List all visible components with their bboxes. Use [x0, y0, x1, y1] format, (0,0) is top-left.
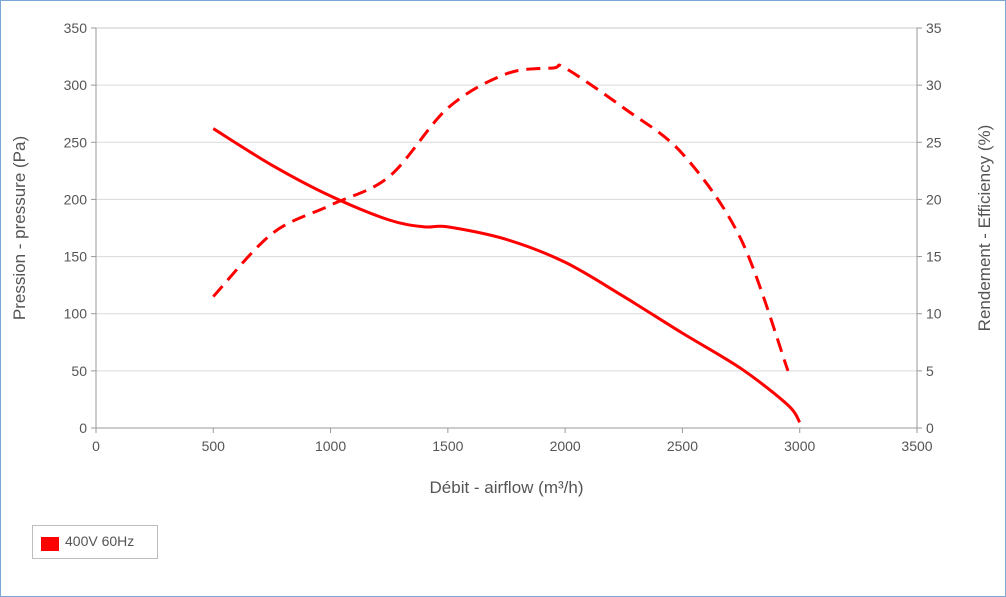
y-left-tick-label: 350	[64, 20, 88, 36]
y-left-tick-label: 250	[64, 134, 88, 150]
y-left-axis-title: Pression - pressure (Pa)	[10, 136, 29, 320]
x-tick-label: 3500	[901, 438, 932, 454]
legend[interactable]: 400V 60Hz	[32, 525, 158, 559]
y-left-tick-label: 50	[71, 363, 87, 379]
pressure-series-line	[212, 127, 802, 424]
efficiency-series-line	[212, 63, 790, 372]
y-right-tick-label: 5	[926, 363, 934, 379]
legend-swatch	[41, 537, 59, 551]
x-tick-label: 2000	[550, 438, 581, 454]
x-tick-label: 0	[92, 438, 100, 454]
x-tick-label: 2500	[667, 438, 698, 454]
y-right-tick-label: 35	[926, 20, 942, 36]
x-tick-label: 3000	[784, 438, 815, 454]
x-axis-title: Débit - airflow (m³/h)	[430, 478, 584, 497]
y-left-tick-label: 0	[79, 420, 87, 436]
y-left-tick-label: 300	[64, 77, 88, 93]
y-left-tick-label: 100	[64, 306, 88, 322]
y-right-tick-label: 15	[926, 249, 942, 265]
y-right-tick-label: 25	[926, 134, 942, 150]
y-right-tick-label: 10	[926, 306, 942, 322]
x-tick-label: 1500	[432, 438, 463, 454]
y-right-tick-label: 30	[926, 77, 942, 93]
x-tick-label: 500	[202, 438, 226, 454]
y-right-axis-title: Rendement - Efficiency (%)	[975, 125, 994, 332]
y-right-tick-label: 0	[926, 420, 934, 436]
y-left-tick-label: 150	[64, 249, 88, 265]
x-tick-label: 1000	[315, 438, 346, 454]
legend-label: 400V 60Hz	[65, 533, 135, 549]
y-left-tick-label: 200	[64, 191, 88, 207]
plot-area	[95, 27, 918, 429]
y-right-tick-label: 20	[926, 191, 942, 207]
